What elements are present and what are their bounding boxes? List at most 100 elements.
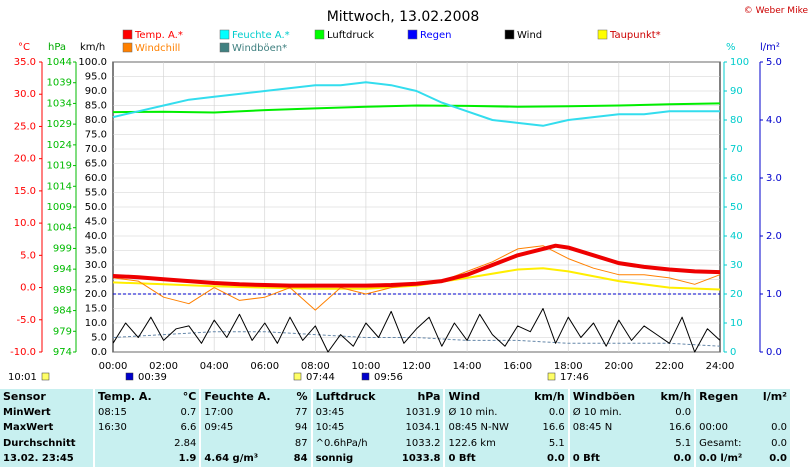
event-time: 00:39 bbox=[138, 372, 167, 383]
legend-swatch bbox=[219, 42, 230, 53]
stats-cell: MaxWert bbox=[3, 422, 54, 434]
stats-cell: 16.6 bbox=[668, 422, 692, 434]
stats-cell: 17:00 bbox=[199, 404, 287, 420]
legend-label: Luftdruck bbox=[327, 30, 374, 41]
stats-cell: 4.64 g/m³ bbox=[199, 451, 287, 467]
tick-label-hpa: 989 bbox=[53, 285, 72, 296]
stats-table: Sensor Temp. A. °C Feuchte A.% Luftdruck hPa W… bbox=[0, 389, 790, 467]
unit-kmh: km/h bbox=[80, 42, 105, 53]
tick-label-x: 02:00 bbox=[149, 361, 178, 372]
stats-cell: ^0.6hPa/h bbox=[310, 435, 391, 451]
event-icon bbox=[293, 372, 302, 381]
stats-cell: Durchschnitt bbox=[3, 437, 76, 449]
axes: 100.095.090.085.080.075.070.065.060.055.… bbox=[10, 57, 782, 372]
stats-cell: 09:45 bbox=[199, 420, 287, 436]
tick-label-kmh: 35.0 bbox=[85, 246, 107, 257]
legend-swatch bbox=[504, 29, 515, 40]
tick-label-x: 10:00 bbox=[352, 361, 381, 372]
stats-cell: 0 Bft bbox=[443, 451, 525, 467]
tick-label-kmh: 0.0 bbox=[91, 347, 107, 358]
legend-label: Feuchte A.* bbox=[232, 30, 290, 41]
stats-cell: Sensor bbox=[3, 390, 46, 404]
event-icon bbox=[547, 372, 556, 381]
stats-row: Sensor Temp. A. °C Feuchte A.% Luftdruck hPa W… bbox=[0, 389, 790, 405]
stats-cell: 1034.1 bbox=[405, 422, 441, 434]
tick-label-x: 00:00 bbox=[99, 361, 128, 372]
event-icon bbox=[125, 372, 134, 381]
stats-cell: 6.6 bbox=[180, 422, 197, 434]
tick-label-hpa: 1009 bbox=[47, 202, 72, 213]
stats-cell: 5.1 bbox=[548, 437, 565, 449]
stats-cell: Feuchte A. bbox=[199, 389, 287, 405]
legend-label: Windböen* bbox=[232, 43, 287, 54]
stats-cell: 87 bbox=[294, 437, 308, 449]
tick-label-kmh: 20.0 bbox=[85, 289, 107, 300]
tick-label-kmh: 5.0 bbox=[91, 333, 107, 344]
tick-label-kmh: 50.0 bbox=[85, 202, 107, 213]
legend-swatch bbox=[122, 29, 133, 40]
event-icon bbox=[361, 372, 370, 381]
stats-cell bbox=[694, 404, 755, 420]
tick-label-pct: 40 bbox=[730, 231, 743, 242]
tick-label-x: 08:00 bbox=[301, 361, 330, 372]
tick-label-pct: 100 bbox=[730, 57, 749, 68]
stats-cell: MinWert bbox=[3, 406, 51, 418]
tick-label-temp: -5.0 bbox=[16, 315, 36, 326]
chart-title: Mittwoch, 13.02.2008 bbox=[327, 9, 480, 25]
tick-label-pct: 20 bbox=[730, 289, 743, 300]
stats-cell: 0.0 bbox=[771, 422, 787, 434]
tick-label-pct: 50 bbox=[730, 202, 743, 213]
legend-swatch bbox=[314, 29, 325, 40]
tick-label-pct: 80 bbox=[730, 115, 743, 126]
stats-cell: 1.9 bbox=[165, 451, 201, 467]
tick-label-x: 04:00 bbox=[200, 361, 229, 372]
stats-cell: Ø 10 min. bbox=[443, 404, 525, 420]
series-feuchte-a bbox=[112, 81, 720, 127]
stats-cell: km/h bbox=[660, 390, 692, 404]
tick-label-kmh: 80.0 bbox=[85, 115, 107, 126]
stats-cell: Ø 10 min. bbox=[567, 404, 651, 420]
tick-label-rain: 5.0 bbox=[766, 57, 782, 68]
tick-label-kmh: 45.0 bbox=[85, 217, 107, 228]
unit-pct: % bbox=[726, 42, 736, 53]
stats-cell: Temp. A. bbox=[92, 389, 166, 405]
event-time: 09:56 bbox=[374, 372, 403, 383]
stats-cell: 0.0 bbox=[771, 437, 787, 449]
tick-label-temp: 20.0 bbox=[14, 154, 36, 165]
tick-label-pct: 30 bbox=[730, 260, 743, 271]
stats-cell: 1033.8 bbox=[390, 451, 445, 467]
tick-label-pct: 0 bbox=[730, 347, 736, 358]
tick-label-x: 20:00 bbox=[604, 361, 633, 372]
tick-label-kmh: 10.0 bbox=[85, 318, 107, 329]
stats-cell: Luftdruck bbox=[310, 389, 391, 405]
tick-label-pct: 70 bbox=[730, 144, 743, 155]
tick-label-temp: 15.0 bbox=[14, 186, 36, 197]
tick-label-kmh: 65.0 bbox=[85, 159, 107, 170]
series-windb-en bbox=[112, 331, 721, 347]
series-layer bbox=[112, 81, 721, 353]
stats-cell bbox=[92, 451, 166, 467]
stats-cell: 00:00 bbox=[694, 420, 755, 436]
legend-swatch bbox=[122, 42, 133, 53]
tick-label-x: 14:00 bbox=[453, 361, 482, 372]
tick-label-kmh: 90.0 bbox=[85, 86, 107, 97]
copyright: © Weber Mike bbox=[744, 6, 809, 16]
stats-cell: 2.84 bbox=[174, 437, 197, 449]
tick-label-hpa: 974 bbox=[53, 347, 72, 358]
tick-label-kmh: 75.0 bbox=[85, 130, 107, 141]
stats-cell: 10:45 bbox=[310, 420, 391, 436]
tick-label-kmh: 100.0 bbox=[78, 57, 107, 68]
stats-cell: Gesamt: bbox=[694, 435, 755, 451]
legend-label: Taupunkt* bbox=[609, 30, 661, 41]
tick-label-kmh: 60.0 bbox=[85, 173, 107, 184]
tick-label-temp: 30.0 bbox=[14, 89, 36, 100]
unit-temp: °C bbox=[18, 42, 30, 53]
stats-cell: 1031.9 bbox=[405, 406, 441, 418]
stats-row: MaxWert 16:30 6.6 09:45 94 10:45 1034.1 08:45 N… bbox=[0, 420, 790, 436]
tick-label-kmh: 15.0 bbox=[85, 304, 107, 315]
tick-label-hpa: 1014 bbox=[47, 181, 72, 192]
stats-cell bbox=[92, 435, 166, 451]
event-icon bbox=[41, 372, 50, 381]
stats-cell bbox=[567, 435, 651, 451]
tick-label-x: 12:00 bbox=[402, 361, 431, 372]
